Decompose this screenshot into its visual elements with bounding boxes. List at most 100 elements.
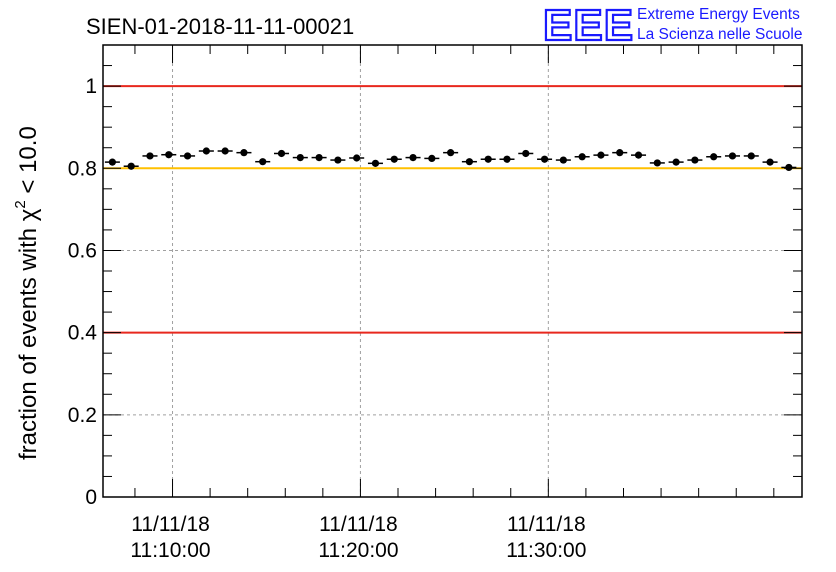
data-marker [409, 153, 417, 162]
data-marker [447, 149, 455, 157]
eee-logo: EEE Extreme Energy Events La Scienza nel… [542, 0, 803, 51]
data-marker [277, 149, 286, 158]
data-point [443, 149, 459, 157]
data-point [743, 152, 759, 160]
data-marker [522, 149, 530, 158]
data-point [236, 149, 252, 157]
axes [102, 44, 803, 498]
data-point [593, 151, 609, 159]
x-tick-label-date: 11/11/18 [131, 513, 210, 536]
x-tick-label-time: 11:20:00 [318, 539, 398, 562]
data-marker [315, 153, 323, 162]
data-marker [597, 151, 605, 159]
data-point [668, 158, 684, 166]
data-point [292, 153, 308, 162]
y-tick-label: 0.4 [68, 322, 98, 345]
data-point [198, 147, 214, 155]
data-point [273, 149, 290, 158]
data-marker [653, 159, 661, 167]
data-marker [183, 152, 192, 160]
data-marker [390, 155, 398, 163]
data-marker [540, 155, 549, 163]
data-marker [259, 158, 267, 166]
x-tick-label-time: 11:30:00 [506, 539, 586, 562]
data-point [706, 153, 722, 161]
y-tick-label: 0.6 [68, 239, 97, 262]
data-marker [428, 154, 436, 163]
data-marker [634, 151, 643, 159]
data-points [104, 147, 797, 172]
data-marker [221, 147, 229, 155]
data-marker [747, 152, 755, 160]
data-point [687, 156, 703, 164]
data-point [311, 153, 327, 162]
data-point [612, 149, 628, 157]
data-marker [146, 152, 154, 160]
data-marker [728, 152, 737, 160]
data-point [499, 155, 515, 163]
logo-line-2: La Scienza nelle Scuole [637, 26, 802, 43]
data-marker [108, 158, 116, 166]
data-point [161, 151, 177, 159]
data-point [424, 154, 440, 163]
data-point [762, 158, 778, 166]
data-marker [371, 159, 380, 167]
data-marker [165, 151, 173, 159]
data-marker [465, 158, 474, 166]
data-marker [559, 156, 567, 164]
data-marker [296, 153, 304, 162]
data-marker [672, 158, 680, 166]
data-point [631, 151, 647, 159]
data-point [574, 153, 590, 161]
data-point [480, 155, 496, 163]
logo-line-1: Extreme Energy Events [637, 6, 800, 23]
data-point [405, 153, 421, 162]
x-tick-label-date: 11/11/18 [319, 513, 398, 536]
reference-lines [103, 85, 802, 334]
data-marker [127, 162, 135, 170]
data-marker [503, 155, 511, 163]
y-tick-labels: 0 0.2 0.4 0.6 0.8 1 [68, 75, 98, 509]
x-tick-label-date: 11/11/18 [507, 513, 586, 536]
data-point [367, 159, 383, 167]
data-point [142, 152, 158, 160]
data-marker [766, 158, 774, 166]
data-point [649, 159, 665, 167]
data-point [217, 147, 233, 155]
y-tick-label: 0.2 [68, 404, 97, 427]
logo-mark: EEE [543, 1, 634, 50]
x-tick-labels: 11/11/18 11:10:00 11/11/18 11:20:00 11/11/18… [130, 513, 586, 562]
data-point [104, 158, 120, 166]
y-axis-title: fraction of events with χ2 < 10.0 [12, 126, 42, 460]
data-point [555, 156, 571, 164]
y-axis-title-chi: χ [15, 208, 42, 221]
data-marker [691, 156, 699, 164]
data-marker [334, 156, 342, 164]
chart-title: SIEN-01-2018-11-11-00021 [86, 14, 354, 39]
data-point [781, 163, 797, 172]
data-marker [484, 155, 492, 163]
data-point [349, 154, 365, 162]
data-point [255, 158, 271, 166]
y-axis-title-exp: 2 [12, 200, 29, 208]
data-marker [785, 163, 793, 172]
data-point [180, 152, 196, 160]
data-point [123, 162, 139, 170]
data-marker [710, 153, 718, 161]
data-point [330, 156, 346, 164]
data-marker [240, 149, 248, 157]
data-point [537, 155, 553, 163]
data-point [724, 152, 740, 160]
y-tick-label: 1 [85, 75, 97, 98]
data-marker [616, 149, 624, 157]
y-axis-title-suffix: < 10.0 [15, 126, 42, 200]
data-point [518, 149, 534, 158]
y-tick-label: 0.8 [68, 157, 97, 180]
y-axis-title-prefix: fraction of events with [15, 221, 42, 460]
data-point [386, 155, 402, 163]
data-marker [202, 147, 210, 155]
data-marker [578, 153, 586, 161]
y-tick-label: 0 [85, 486, 97, 509]
